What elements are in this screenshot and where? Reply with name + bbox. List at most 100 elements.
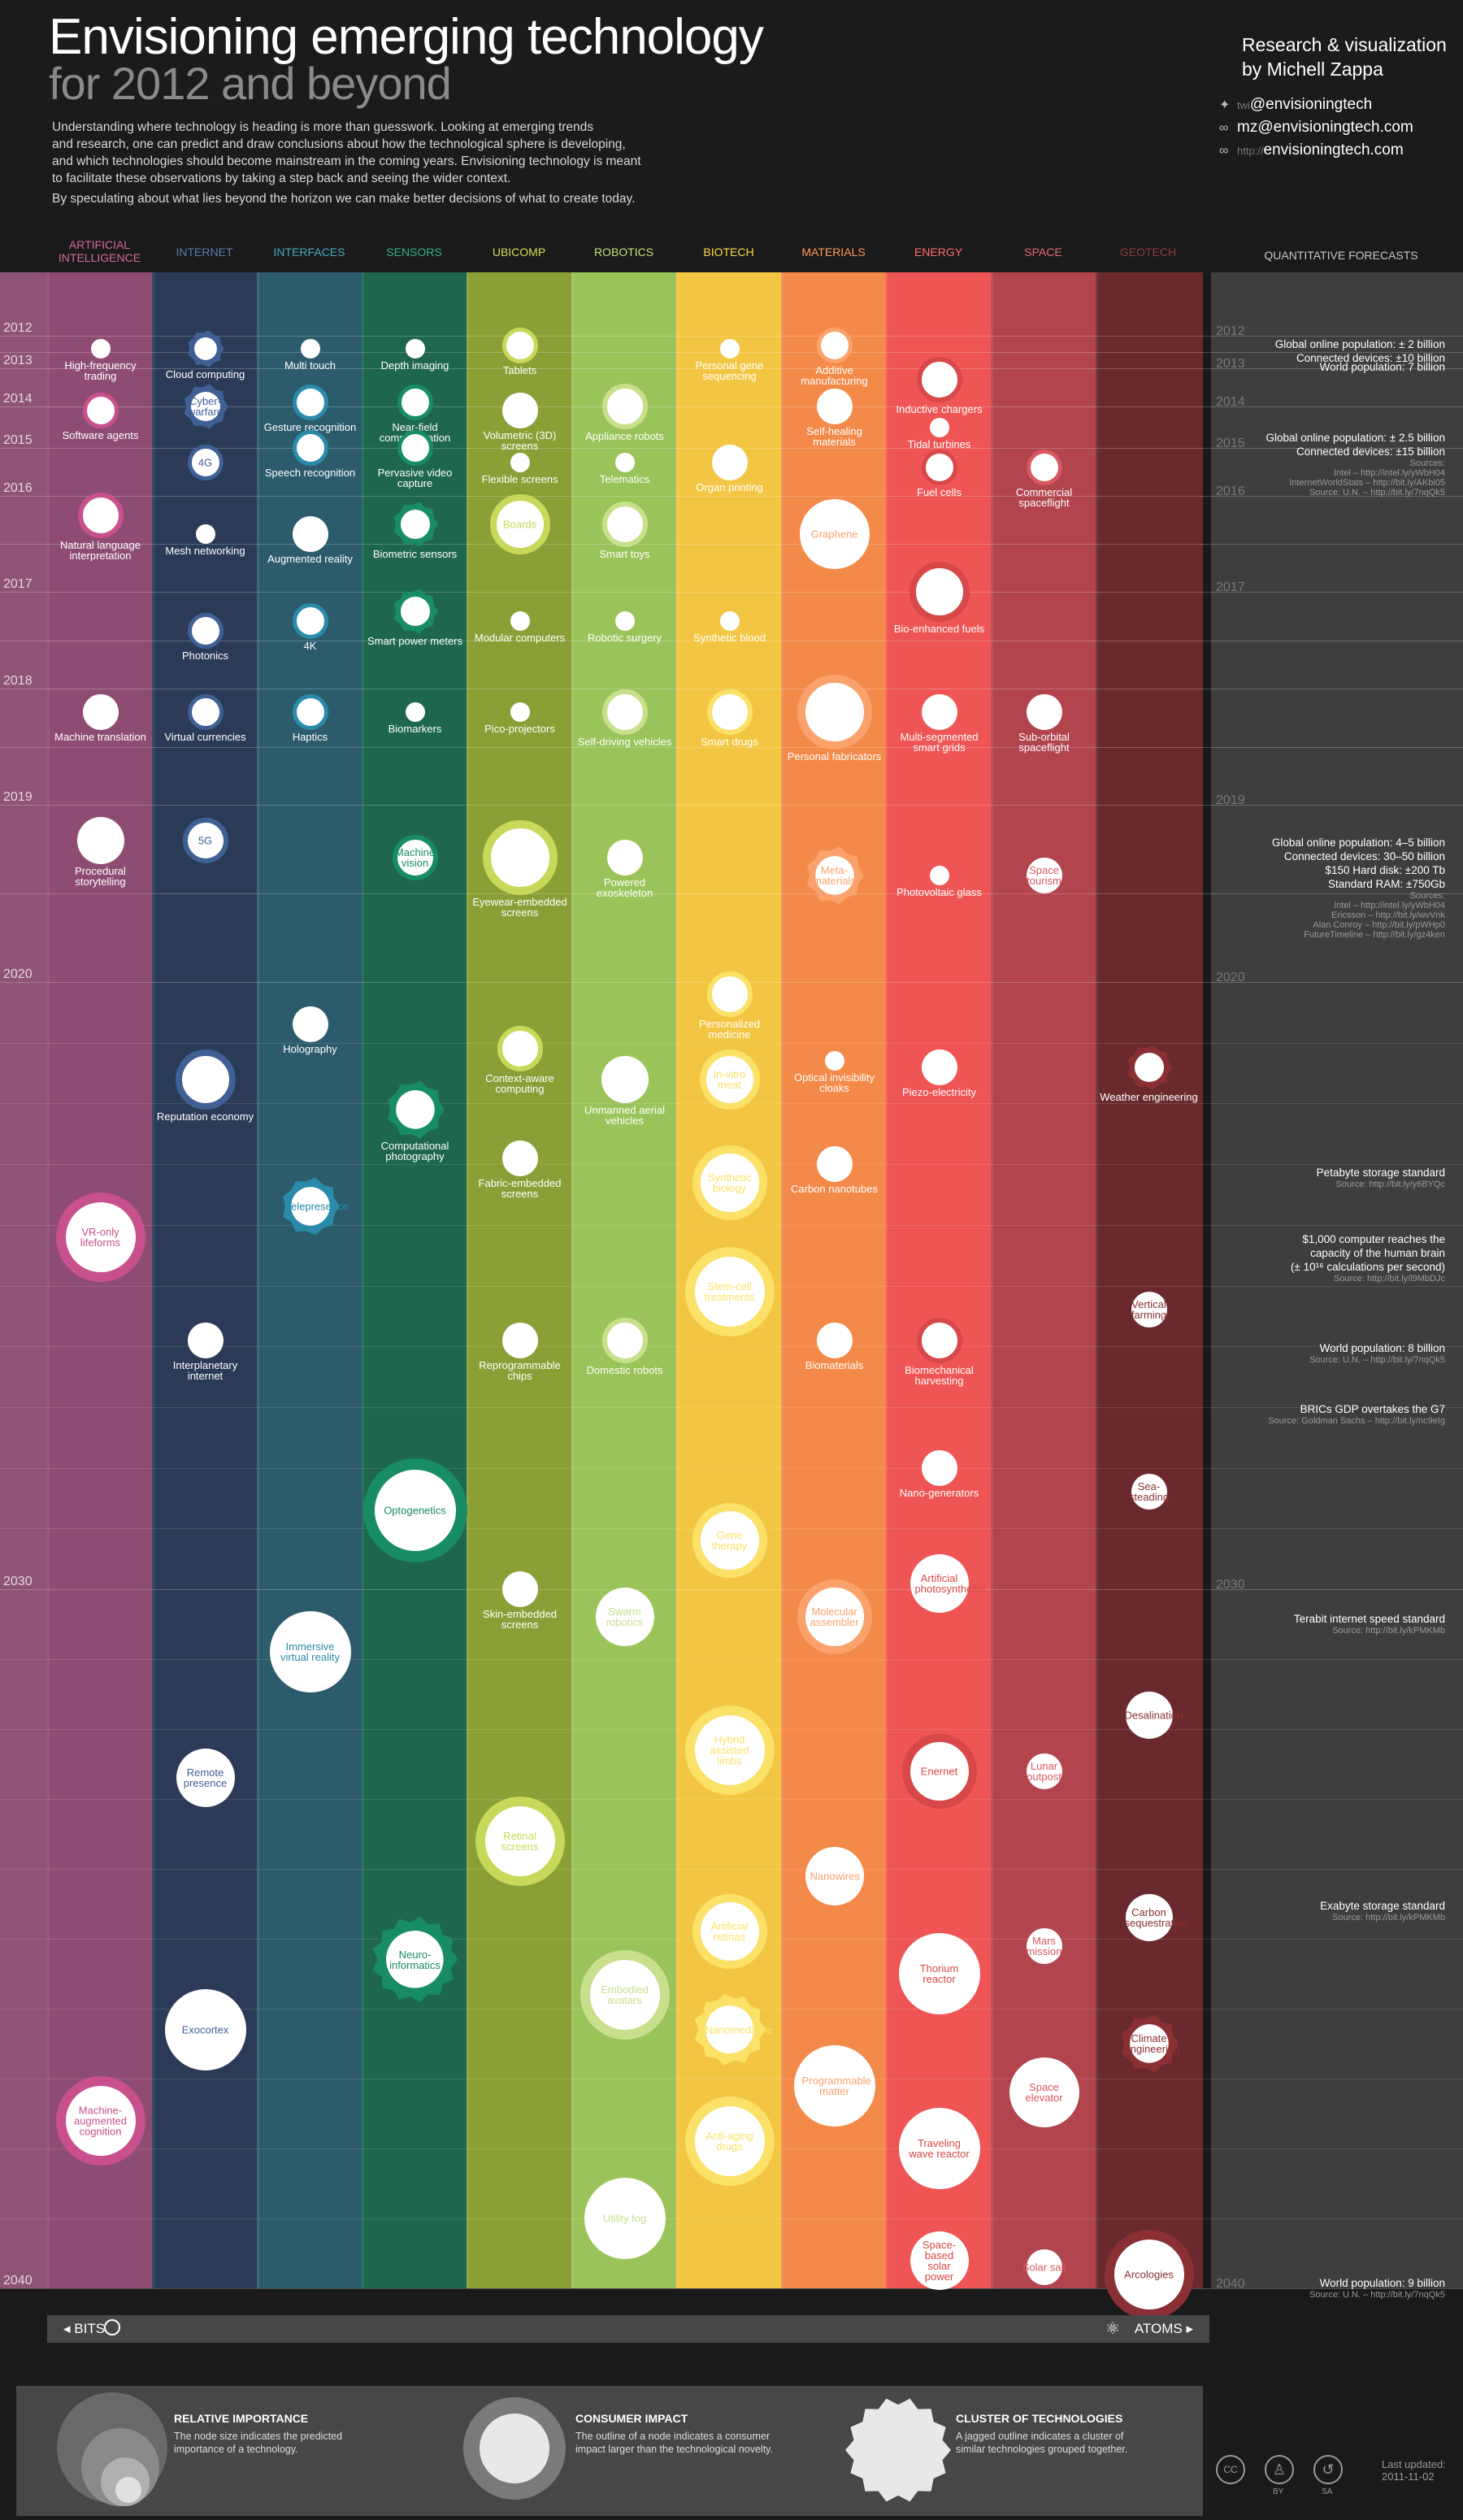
tech-node-organ-printing[interactable] — [711, 444, 748, 480]
tech-node-programmable-matter[interactable] — [793, 2044, 875, 2127]
tech-node-artificial-retinas[interactable] — [692, 1894, 767, 1970]
tech-node-personal-fabricators[interactable] — [797, 674, 872, 749]
tech-node-biomechanical-harvesting[interactable] — [916, 1317, 962, 1363]
tech-node-skin-embedded-screens[interactable] — [501, 1571, 538, 1607]
tech-node-meta-materials[interactable] — [805, 846, 864, 905]
tech-node-mesh-networking[interactable] — [195, 524, 215, 545]
tech-node-pervasive-video-capture[interactable] — [397, 430, 433, 466]
tech-node-speech-recognition[interactable] — [292, 430, 328, 466]
tech-node-tablets[interactable] — [501, 328, 538, 363]
tech-node-solar-sail[interactable] — [1026, 2249, 1062, 2286]
tech-node-photonics[interactable] — [187, 612, 224, 649]
tech-node-utility-fog[interactable] — [584, 2178, 666, 2259]
tech-node-eyewear-embedded-screens[interactable] — [482, 820, 558, 896]
tech-node-telepresence[interactable] — [281, 1177, 340, 1236]
tech-node-traveling-wave-reactor[interactable] — [898, 2108, 980, 2189]
tech-node-high-frequency-trading[interactable] — [90, 339, 111, 358]
tech-node-immersive-virtual-reality[interactable] — [269, 1611, 351, 1693]
tech-node-depth-imaging[interactable] — [405, 339, 425, 358]
tech-node-near-field-communication[interactable] — [397, 385, 433, 421]
tech-node-fuel-cells[interactable] — [921, 449, 957, 485]
tech-node-holography[interactable] — [292, 1006, 328, 1043]
tech-node-swarm-robotics[interactable] — [595, 1588, 654, 1647]
tech-node-biomarkers[interactable] — [405, 702, 425, 722]
tech-node-multi-touch[interactable] — [300, 339, 320, 358]
tech-node-weather-engineering[interactable] — [1127, 1044, 1172, 1090]
tech-node-telematics[interactable] — [614, 452, 635, 472]
tech-node-piezo-electricity[interactable] — [921, 1049, 957, 1085]
tech-node-gene-therapy[interactable] — [692, 1503, 767, 1579]
tech-node-sea-steading[interactable] — [1131, 1474, 1167, 1510]
tech-node-4g[interactable] — [187, 444, 224, 480]
tech-node-cloud-computing[interactable] — [187, 330, 224, 367]
tech-node-space-elevator[interactable] — [1009, 2057, 1079, 2128]
tech-node-boards[interactable] — [489, 494, 550, 555]
tech-node-carbon-sequestration[interactable] — [1125, 1894, 1173, 1942]
tech-node-space-tourism[interactable] — [1026, 858, 1062, 894]
tech-node-nano-generators[interactable] — [921, 1449, 957, 1486]
tech-node-procedural-storytelling[interactable] — [76, 816, 124, 864]
tech-node-interplanetary-internet[interactable] — [187, 1322, 224, 1358]
contact-link[interactable]: ∞ http://envisioningtech.com — [1219, 141, 1404, 159]
tech-node-powered-exoskeleton[interactable] — [606, 840, 643, 876]
tech-node-volumetric-3d-screens[interactable] — [501, 393, 538, 429]
tech-node-multi-segmented-smart-grids[interactable] — [921, 693, 957, 730]
tech-node-desalination[interactable] — [1125, 1691, 1173, 1739]
tech-node-context-aware-computing[interactable] — [497, 1026, 543, 1072]
tech-node-biometric-sensors[interactable] — [393, 502, 438, 547]
tech-node-fabric-embedded-screens[interactable] — [501, 1140, 538, 1176]
cc-icon[interactable]: CC — [1216, 2455, 1245, 2484]
tech-node-space-based-solar-power[interactable] — [909, 2231, 969, 2290]
tech-node-molecular-assembler[interactable] — [797, 1579, 872, 1655]
tech-node-self-healing-materials[interactable] — [816, 389, 853, 424]
tech-node-thorium-reactor[interactable] — [898, 1933, 980, 2014]
tech-node-machine-translation[interactable] — [82, 693, 119, 730]
tech-node-synthetic-blood[interactable] — [719, 610, 740, 631]
tech-node-personalized-medicine[interactable] — [706, 971, 753, 1017]
by-icon[interactable]: ♙ — [1265, 2455, 1294, 2484]
tech-node-reprogrammable-chips[interactable] — [501, 1322, 538, 1358]
tech-node-inductive-chargers[interactable] — [916, 357, 962, 403]
tech-node-haptics[interactable] — [292, 693, 328, 730]
tech-node-domestic-robots[interactable] — [601, 1317, 648, 1363]
tech-node-enernet[interactable] — [901, 1733, 977, 1809]
sa-icon[interactable]: ↺ — [1313, 2455, 1343, 2484]
tech-node-gesture-recognition[interactable] — [292, 385, 328, 421]
tech-node-carbon-nanotubes[interactable] — [816, 1146, 853, 1183]
tech-node-sub-orbital-spaceflight[interactable] — [1026, 693, 1062, 730]
tech-node-flexible-screens[interactable] — [510, 452, 530, 472]
tech-node-reputation-economy[interactable] — [175, 1049, 236, 1110]
tech-node-4k[interactable] — [292, 602, 328, 639]
tech-node-appliance-robots[interactable] — [601, 384, 648, 429]
tech-node-mars-mission[interactable] — [1026, 1927, 1062, 1964]
contact-mail[interactable]: ∞ mz@envisioningtech.com — [1219, 119, 1413, 137]
tech-node-computational-photography[interactable] — [386, 1080, 445, 1139]
tech-node-smart-power-meters[interactable] — [393, 589, 438, 634]
tech-node-self-driving-vehicles[interactable] — [601, 689, 648, 735]
tech-node-modular-computers[interactable] — [510, 610, 530, 631]
tech-node-commercial-spaceflight[interactable] — [1026, 449, 1062, 485]
tech-node-smart-drugs[interactable] — [706, 689, 753, 735]
tech-node-vertical-farming[interactable] — [1131, 1292, 1167, 1328]
tech-node-pico-projectors[interactable] — [510, 702, 530, 722]
tech-node-artificial-photosynthesis[interactable] — [909, 1553, 969, 1613]
tech-node-bio-enhanced-fuels[interactable] — [909, 562, 970, 622]
tech-node-optical-invisibility-cloaks[interactable] — [824, 1051, 844, 1071]
tech-node-natural-language-interpretation[interactable] — [77, 492, 124, 538]
tech-node-unmanned-aerial-vehicles[interactable] — [601, 1055, 649, 1103]
tech-node-climate-engineering[interactable] — [1120, 2014, 1179, 2073]
tech-node-robotic-surgery[interactable] — [614, 610, 635, 631]
tech-node-nanomedicine[interactable] — [693, 1993, 766, 2066]
tech-node-nanowires[interactable] — [805, 1846, 864, 1905]
tech-node-photovoltaic-glass[interactable] — [929, 866, 949, 886]
tech-node-augmented-reality[interactable] — [292, 516, 328, 553]
tech-node-biomaterials[interactable] — [816, 1322, 853, 1358]
tech-node-virtual-currencies[interactable] — [187, 693, 224, 730]
tech-node-additive-manufacturing[interactable] — [816, 328, 853, 363]
tech-node-synthetic-biology[interactable] — [692, 1145, 767, 1220]
tech-node-cyber-warfare[interactable] — [183, 384, 228, 429]
tech-node-remote-presence[interactable] — [176, 1749, 235, 1808]
tech-node-exocortex[interactable] — [164, 1988, 246, 2070]
tech-node-5g[interactable] — [182, 817, 228, 863]
tech-node-software-agents[interactable] — [82, 393, 119, 429]
